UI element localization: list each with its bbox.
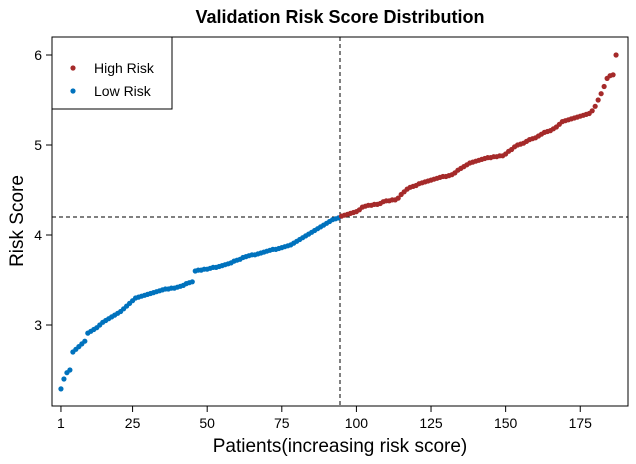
point-high-risk	[610, 72, 616, 78]
point-low-risk	[58, 386, 64, 392]
data-points	[58, 52, 619, 392]
legend-marker-high-risk	[70, 65, 76, 71]
x-tick-label: 100	[345, 415, 369, 431]
y-axis-title: Risk Score	[7, 175, 28, 267]
point-high-risk	[595, 97, 601, 103]
y-tick-label: 5	[34, 137, 42, 153]
legend-label-high-risk: High Risk	[94, 60, 155, 76]
x-tick-label: 125	[419, 415, 443, 431]
x-tick-label: 1	[57, 415, 65, 431]
point-high-risk	[598, 91, 604, 97]
legend-box	[51, 36, 173, 110]
point-high-risk	[395, 195, 401, 201]
point-low-risk	[67, 367, 73, 373]
point-high-risk	[613, 52, 619, 58]
y-axis: 3 4 5 6	[34, 47, 52, 333]
point-low-risk	[82, 338, 88, 344]
legend: High Risk Low Risk	[51, 36, 173, 110]
y-tick-label: 3	[34, 317, 42, 333]
x-tick-label: 75	[274, 415, 290, 431]
x-tick-label: 175	[569, 415, 593, 431]
x-tick-label: 50	[199, 415, 215, 431]
x-tick-label: 150	[494, 415, 518, 431]
x-axis: 1 25 50 75 100 125 150 175	[57, 406, 592, 431]
y-tick-label: 4	[34, 227, 42, 243]
legend-marker-low-risk	[70, 88, 76, 94]
x-axis-title: Patients(increasing risk score)	[213, 436, 467, 457]
point-low-risk	[61, 376, 67, 382]
point-high-risk	[592, 103, 598, 109]
chart-title: Validation Risk Score Distribution	[195, 7, 484, 27]
y-tick-label: 6	[34, 47, 42, 63]
x-tick-label: 25	[125, 415, 141, 431]
point-low-risk	[189, 279, 195, 285]
legend-label-low-risk: Low Risk	[94, 83, 152, 99]
point-high-risk	[589, 108, 595, 114]
point-high-risk	[601, 83, 607, 90]
